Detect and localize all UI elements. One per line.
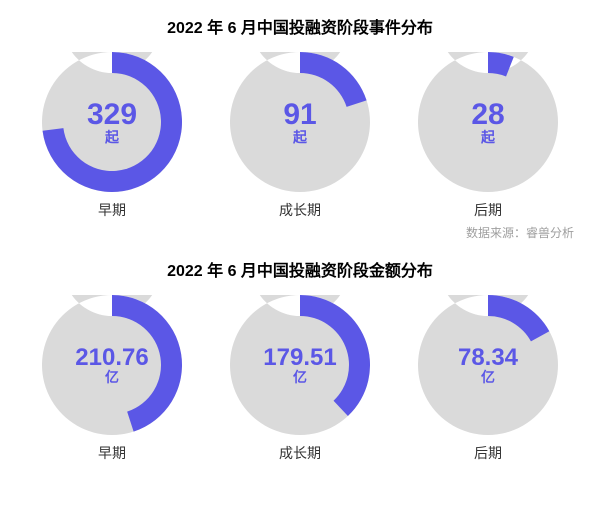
donut-unit: 亿 xyxy=(293,370,307,385)
donut-item: 78.34亿后期 xyxy=(394,295,582,463)
donut-unit: 起 xyxy=(105,130,119,145)
amount-donuts-row: 210.76亿早期179.51亿成长期78.34亿后期 xyxy=(0,295,600,463)
events-donuts-row: 329起早期91起成长期28起后期 xyxy=(0,52,600,220)
donut-label: 早期 xyxy=(98,200,126,220)
donut-chart: 179.51亿 xyxy=(230,295,370,435)
donut-label: 成长期 xyxy=(279,443,321,463)
donut-item: 329起早期 xyxy=(18,52,206,220)
donut-value: 91 xyxy=(283,99,316,131)
donut-chart: 28起 xyxy=(418,52,558,192)
donut-center: 210.76亿 xyxy=(42,295,182,435)
donut-label: 成长期 xyxy=(279,200,321,220)
donut-value: 28 xyxy=(471,99,504,131)
donut-center: 179.51亿 xyxy=(230,295,370,435)
donut-unit: 起 xyxy=(481,130,495,145)
donut-label: 后期 xyxy=(474,200,502,220)
donut-chart: 91起 xyxy=(230,52,370,192)
events-title: 2022 年 6 月中国投融资阶段事件分布 xyxy=(167,14,433,38)
donut-unit: 起 xyxy=(293,130,307,145)
amount-title: 2022 年 6 月中国投融资阶段金额分布 xyxy=(167,257,433,281)
donut-chart: 210.76亿 xyxy=(42,295,182,435)
donut-unit: 亿 xyxy=(481,370,495,385)
donut-center: 28起 xyxy=(418,52,558,192)
donut-item: 91起成长期 xyxy=(206,52,394,220)
donut-center: 78.34亿 xyxy=(418,295,558,435)
donut-unit: 亿 xyxy=(105,370,119,385)
donut-value: 78.34 xyxy=(458,345,518,370)
events-section: 2022 年 6 月中国投融资阶段事件分布 329起早期91起成长期28起后期 xyxy=(0,0,600,220)
donut-center: 329起 xyxy=(42,52,182,192)
donut-center: 91起 xyxy=(230,52,370,192)
donut-chart: 329起 xyxy=(42,52,182,192)
donut-item: 210.76亿早期 xyxy=(18,295,206,463)
donut-value: 179.51 xyxy=(263,345,336,370)
donut-value: 329 xyxy=(87,99,137,131)
donut-chart: 78.34亿 xyxy=(418,295,558,435)
donut-label: 早期 xyxy=(98,443,126,463)
donut-label: 后期 xyxy=(474,443,502,463)
donut-item: 28起后期 xyxy=(394,52,582,220)
data-source: 数据来源：睿兽分析 xyxy=(0,224,600,241)
donut-value: 210.76 xyxy=(75,345,148,370)
amount-section: 2022 年 6 月中国投融资阶段金额分布 210.76亿早期179.51亿成长… xyxy=(0,243,600,463)
donut-item: 179.51亿成长期 xyxy=(206,295,394,463)
